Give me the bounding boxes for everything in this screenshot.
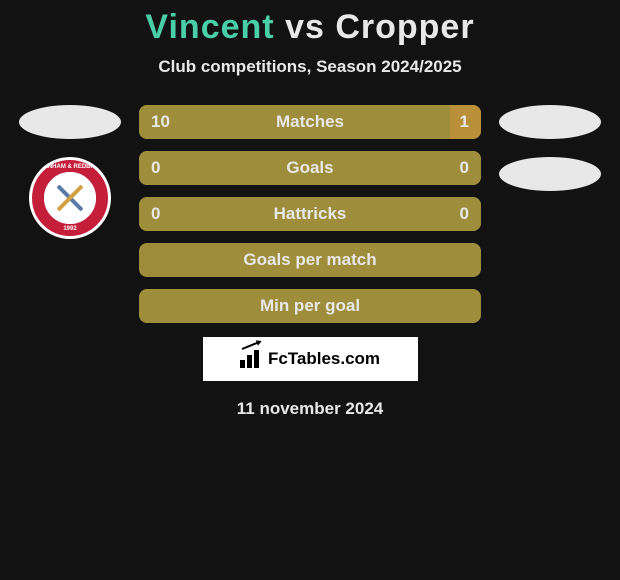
subtitle: Club competitions, Season 2024/2025 [0, 57, 620, 77]
stat-row: Goals per match [139, 243, 481, 277]
stat-row: 0Hattricks0 [139, 197, 481, 231]
page-title: Vincent vs Cropper [0, 8, 620, 47]
stat-row: 0Goals0 [139, 151, 481, 185]
vs-separator: vs [285, 8, 325, 46]
club-badge: DAGENHAM & REDBRIDGE 1992 [29, 157, 111, 239]
player2-photo-placeholder [499, 105, 601, 139]
stat-label: Hattricks [139, 197, 481, 231]
stat-label: Matches [139, 105, 481, 139]
watermark: FcTables.com [203, 337, 418, 381]
badge-center [44, 172, 96, 224]
player2-club-placeholder [499, 157, 601, 191]
date-label: 11 november 2024 [0, 399, 620, 419]
stat-right-value: 1 [460, 105, 481, 139]
stat-row: Min per goal [139, 289, 481, 323]
stat-rows: 10Matches10Goals00Hattricks0Goals per ma… [139, 105, 481, 323]
right-side [499, 105, 601, 191]
player2-name: Cropper [335, 8, 474, 46]
stat-label: Goals per match [139, 243, 481, 277]
player1-photo-placeholder [19, 105, 121, 139]
stats-comparison-widget: Vincent vs Cropper Club competitions, Se… [0, 0, 620, 419]
content-area: DAGENHAM & REDBRIDGE 1992 10Matches10Goa… [0, 105, 620, 323]
player1-name: Vincent [145, 8, 274, 46]
watermark-text: FcTables.com [268, 349, 380, 369]
badge-top-text: DAGENHAM & REDBRIDGE [29, 164, 111, 170]
stat-label: Goals [139, 151, 481, 185]
left-side: DAGENHAM & REDBRIDGE 1992 [19, 105, 121, 239]
fctables-chart-icon [240, 350, 262, 368]
badge-year: 1992 [29, 226, 111, 232]
stat-right-value: 0 [460, 197, 481, 231]
stat-row: 10Matches1 [139, 105, 481, 139]
stat-label: Min per goal [139, 289, 481, 323]
arrow-icon [242, 341, 261, 350]
stat-right-value: 0 [460, 151, 481, 185]
badge-cross-icon [55, 183, 85, 213]
